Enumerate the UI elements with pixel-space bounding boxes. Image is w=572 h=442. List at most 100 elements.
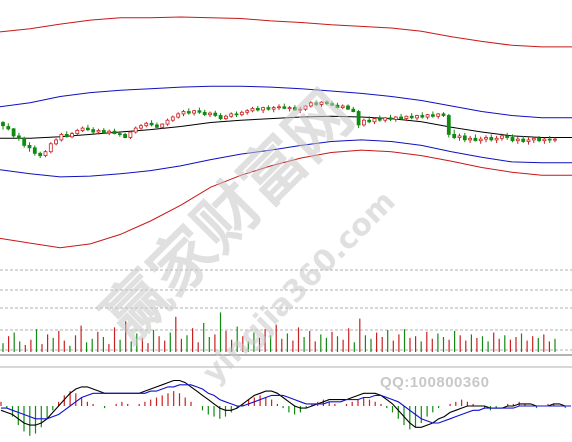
candle-body bbox=[542, 138, 547, 142]
candle-body bbox=[255, 108, 260, 111]
candle-body bbox=[202, 111, 207, 116]
candle-body bbox=[553, 138, 557, 141]
candle-body bbox=[250, 108, 255, 112]
candle-body bbox=[144, 122, 149, 127]
candle-body bbox=[261, 107, 266, 111]
candle-body bbox=[351, 108, 356, 112]
candle-body bbox=[154, 124, 159, 128]
candle-body bbox=[330, 103, 335, 106]
candle-body bbox=[229, 113, 234, 117]
candle-body bbox=[340, 105, 345, 109]
candle-body bbox=[112, 130, 117, 134]
candle-body bbox=[234, 113, 239, 116]
candle-body bbox=[208, 112, 212, 116]
candle-body bbox=[96, 129, 101, 133]
candle-body bbox=[361, 119, 366, 126]
candle-body bbox=[107, 130, 112, 134]
candle-body bbox=[176, 113, 181, 118]
candle-body bbox=[335, 104, 340, 108]
candle-body bbox=[117, 133, 122, 136]
candle-body bbox=[415, 115, 419, 119]
candle-body bbox=[91, 129, 96, 133]
volume-layer bbox=[2, 312, 556, 352]
candle-body bbox=[478, 138, 483, 142]
candle-body bbox=[457, 135, 462, 138]
candle-body bbox=[197, 110, 202, 113]
candle-body bbox=[1, 122, 5, 127]
candle-body bbox=[531, 137, 536, 141]
candle-body bbox=[372, 118, 377, 123]
candle-body bbox=[223, 115, 228, 119]
candle-body bbox=[404, 115, 409, 119]
macd-layer bbox=[0, 379, 571, 436]
candle-body bbox=[266, 107, 271, 110]
band-inner-lower bbox=[0, 139, 572, 178]
candle-body bbox=[80, 127, 85, 131]
candle-body bbox=[86, 127, 90, 131]
candle-body bbox=[473, 137, 478, 142]
candle-body bbox=[377, 118, 382, 121]
candle-body bbox=[6, 126, 11, 130]
candle-body bbox=[515, 138, 520, 142]
candle-body bbox=[16, 135, 21, 139]
candle-body bbox=[547, 138, 552, 141]
candle-body bbox=[22, 137, 27, 146]
candle-body bbox=[409, 115, 414, 119]
candle-body bbox=[64, 133, 69, 138]
candle-body bbox=[59, 133, 64, 141]
candle-body bbox=[489, 137, 494, 141]
candle-body bbox=[319, 101, 324, 105]
candle-body bbox=[287, 107, 292, 109]
candle-body bbox=[245, 110, 250, 113]
candle-body bbox=[48, 143, 53, 153]
candle-body bbox=[399, 116, 404, 120]
candle-body bbox=[441, 113, 446, 116]
candle-body bbox=[170, 116, 175, 121]
candle-body bbox=[192, 110, 197, 114]
candle-body bbox=[32, 147, 37, 154]
candle-body bbox=[292, 107, 297, 111]
candle-body bbox=[452, 133, 457, 138]
candle-body bbox=[271, 107, 276, 110]
candle-body bbox=[27, 144, 32, 149]
candle-body bbox=[101, 129, 106, 134]
band-outer-lower bbox=[0, 149, 572, 249]
candle-body bbox=[425, 114, 430, 118]
candle-body bbox=[430, 114, 435, 117]
macd-dea-line bbox=[1, 384, 571, 424]
candle-body bbox=[420, 115, 425, 118]
candle-body bbox=[165, 119, 170, 125]
band-layer bbox=[0, 16, 572, 249]
candle-body bbox=[462, 135, 467, 141]
qq-contact-label: QQ:100800360 bbox=[380, 374, 490, 391]
candle-body bbox=[70, 133, 74, 138]
candle-body bbox=[383, 117, 388, 121]
candle-body bbox=[505, 135, 510, 138]
candle-body bbox=[388, 117, 393, 120]
candle-body bbox=[526, 139, 531, 142]
candle-body bbox=[298, 108, 303, 111]
candle-layer bbox=[1, 100, 557, 158]
candle-body bbox=[510, 137, 515, 142]
candle-body bbox=[314, 102, 319, 105]
candle-body bbox=[303, 105, 308, 110]
candle-body bbox=[282, 106, 287, 109]
candle-body bbox=[494, 137, 499, 141]
candle-body bbox=[308, 102, 313, 107]
candle-body bbox=[11, 128, 16, 137]
candle-body bbox=[75, 129, 80, 134]
candle-body bbox=[239, 111, 244, 116]
candle-body bbox=[436, 113, 441, 117]
candle-body bbox=[128, 131, 133, 138]
candle-body bbox=[277, 106, 281, 109]
candle-body bbox=[218, 115, 223, 120]
macd-dif-line bbox=[0, 379, 571, 428]
candle-body bbox=[393, 116, 398, 120]
candle-body bbox=[346, 105, 350, 110]
candle-body bbox=[38, 152, 43, 157]
candle-body bbox=[213, 112, 218, 116]
candle-body bbox=[367, 119, 372, 123]
candle-body bbox=[521, 138, 526, 142]
